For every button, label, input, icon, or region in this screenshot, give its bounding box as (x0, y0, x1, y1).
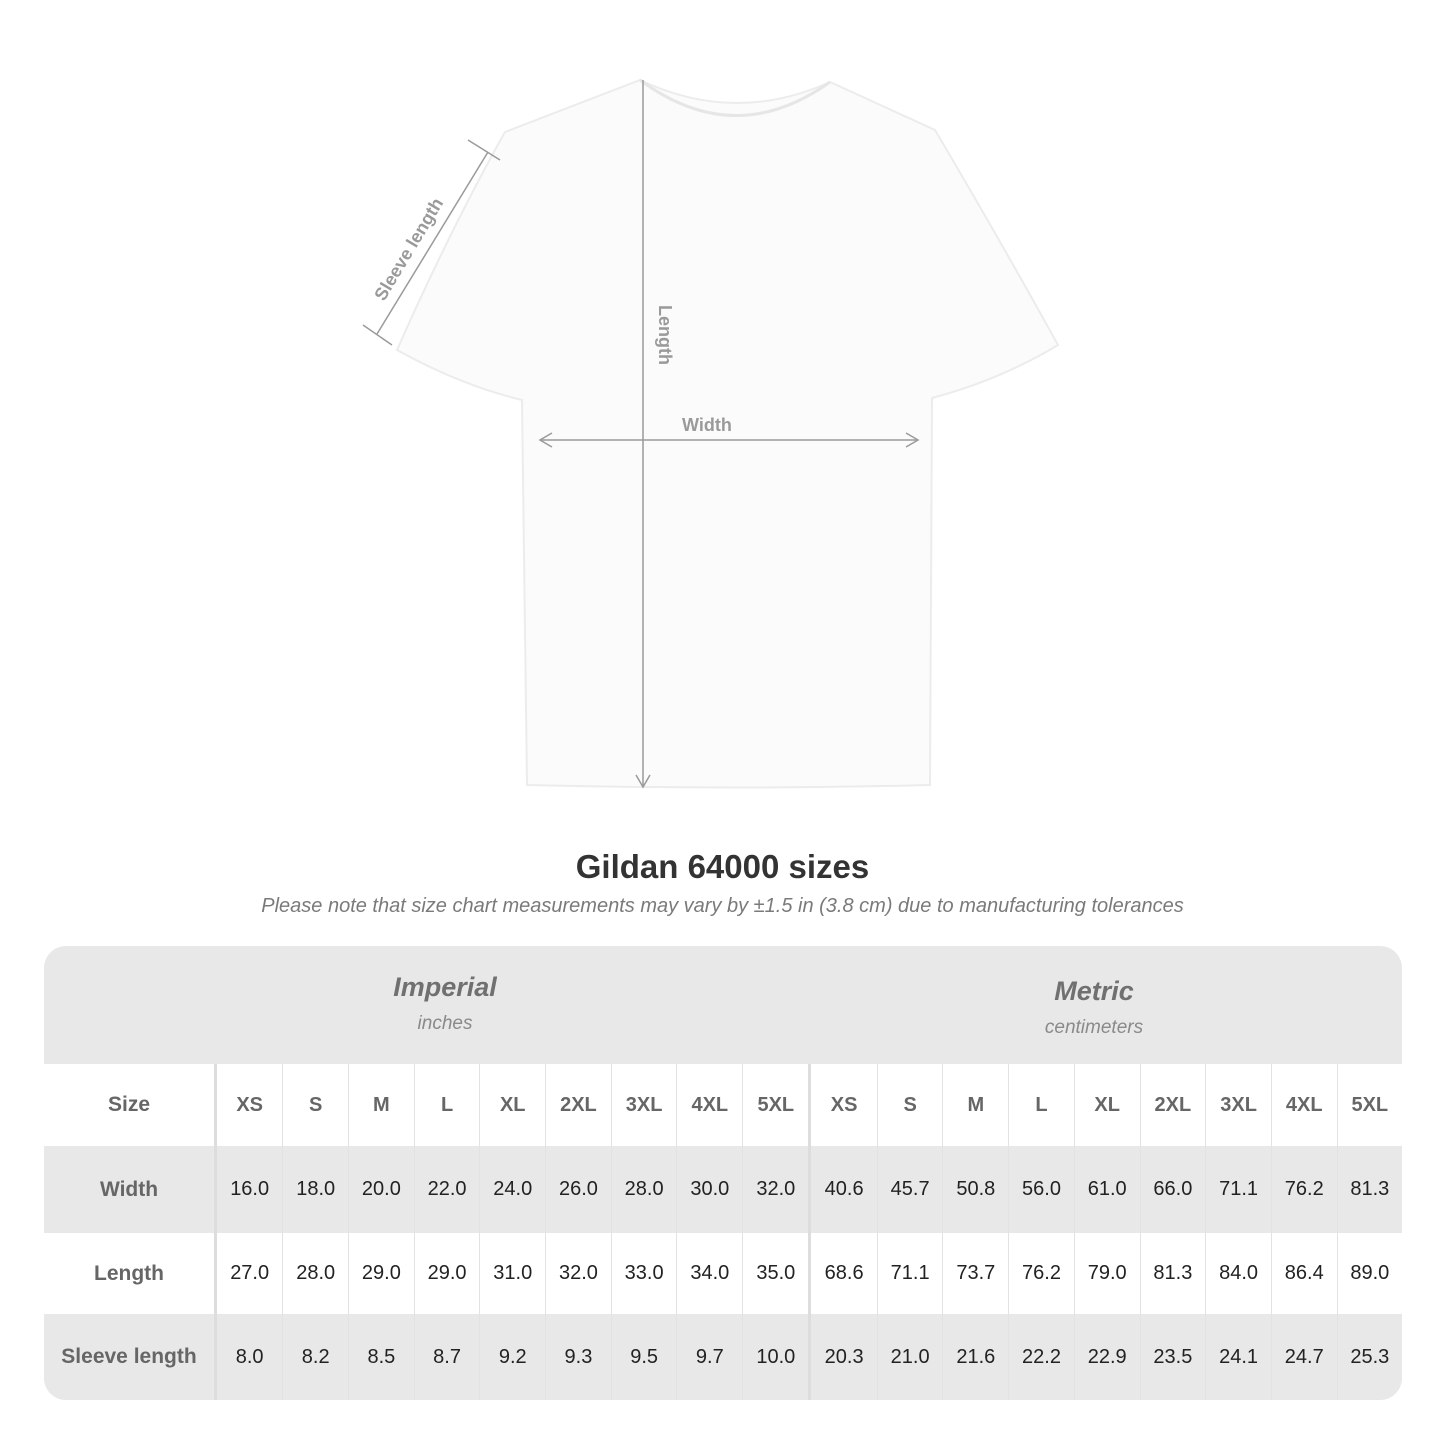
imperial-value-cell: 31.0 (479, 1233, 546, 1314)
tolerance-note: Please note that size chart measurements… (261, 895, 1184, 917)
tshirt-shape (395, 78, 1060, 789)
imperial-size-2xl: 2XL (545, 1064, 612, 1146)
imperial-value-cell: 33.0 (610, 1233, 677, 1314)
imperial-value-cell: 18.0 (282, 1146, 349, 1233)
metric-value-cell: 76.2 (1270, 1146, 1338, 1233)
metric-size-s: S (876, 1064, 943, 1146)
row-label: Sleeve length (44, 1314, 217, 1400)
imperial-unit: inches (417, 1013, 473, 1034)
imperial-value-cell: 9.5 (610, 1314, 677, 1400)
imperial-value-cell: 9.2 (479, 1314, 546, 1400)
metric-value-cell: 25.3 (1336, 1314, 1402, 1400)
imperial-size-xs: XS (214, 1064, 283, 1146)
metric-size-2xl: 2XL (1139, 1064, 1206, 1146)
metric-value-cell: 23.5 (1139, 1314, 1206, 1400)
metric-value-cell: 22.9 (1073, 1314, 1141, 1400)
page-title: Gildan 64000 sizes (575, 848, 870, 885)
imperial-value-cell: 28.0 (282, 1233, 349, 1314)
imperial-value-cell: 30.0 (676, 1146, 743, 1233)
metric-value-cell: 71.1 (1205, 1146, 1272, 1233)
tshirt-collar (639, 78, 831, 117)
imperial-size-m: M (348, 1064, 415, 1146)
imperial-value-cell: 32.0 (742, 1146, 810, 1233)
imperial-value-cell: 8.7 (413, 1314, 480, 1400)
imperial-size-l: L (413, 1064, 480, 1146)
metric-title: Metric (1054, 976, 1134, 1006)
sleeve-length-arrow (362, 139, 501, 346)
metric-value-cell: 56.0 (1008, 1146, 1075, 1233)
metric-value-cell: 61.0 (1073, 1146, 1141, 1233)
metric-size-l: L (1008, 1064, 1075, 1146)
imperial-size-xl: XL (479, 1064, 546, 1146)
metric-value-cell: 50.8 (942, 1146, 1009, 1233)
table-header-row: Size XS S M L XL 2XL 3XL 4XL 5XL XS S M L XL 2XL 3XL 4XL 5… (44, 1064, 1402, 1146)
imperial-size-5xl: 5XL (742, 1064, 810, 1146)
row-label: Length (44, 1233, 217, 1314)
imperial-value-cell: 8.5 (348, 1314, 415, 1400)
metric-value-cell: 22.2 (1008, 1314, 1075, 1400)
metric-unit: centimeters (1044, 1017, 1144, 1038)
imperial-value-cell: 20.0 (348, 1146, 415, 1233)
metric-value-cell: 21.6 (942, 1314, 1009, 1400)
imperial-title: Imperial (393, 972, 497, 1002)
metric-size-4xl: 4XL (1270, 1064, 1338, 1146)
imperial-header: Imperial inches (215, 972, 675, 1035)
imperial-value-cell: 27.0 (214, 1233, 283, 1314)
imperial-value-cell: 22.0 (413, 1146, 480, 1233)
metric-value-cell: 24.7 (1270, 1314, 1338, 1400)
metric-value-cell: 68.6 (808, 1233, 878, 1314)
imperial-value-cell: 9.3 (545, 1314, 612, 1400)
row-label: Width (44, 1146, 217, 1233)
metric-size-5xl: 5XL (1336, 1064, 1402, 1146)
metric-value-cell: 66.0 (1139, 1146, 1206, 1233)
size-header: Size (44, 1064, 217, 1146)
imperial-value-cell: 9.7 (676, 1314, 743, 1400)
metric-value-cell: 84.0 (1205, 1233, 1272, 1314)
metric-value-cell: 81.3 (1139, 1233, 1206, 1314)
metric-value-cell: 20.3 (808, 1314, 878, 1400)
metric-value-cell: 86.4 (1270, 1233, 1338, 1314)
metric-value-cell: 24.1 (1205, 1314, 1272, 1400)
imperial-value-cell: 26.0 (545, 1146, 612, 1233)
metric-value-cell: 79.0 (1073, 1233, 1141, 1314)
table-row: Width 16.0 18.0 20.0 22.0 24.0 26.0 28.0 30.0 32.… (44, 1146, 1402, 1233)
metric-value-cell: 45.7 (876, 1146, 943, 1233)
metric-header: Metric centimeters (808, 976, 1380, 1039)
metric-value-cell: 21.0 (876, 1314, 943, 1400)
size-chart: Imperial inches Metric centimeters Size X… (44, 946, 1402, 1400)
imperial-value-cell: 29.0 (348, 1233, 415, 1314)
metric-size-xs: XS (808, 1064, 878, 1146)
imperial-value-cell: 8.0 (214, 1314, 283, 1400)
imperial-value-cell: 28.0 (610, 1146, 677, 1233)
size-table: Size XS S M L XL 2XL 3XL 4XL 5XL XS S M L XL 2XL 3XL 4XL 5… (44, 1064, 1402, 1400)
tshirt-diagram: Sleeve length Length Width (362, 78, 1060, 789)
imperial-size-s: S (282, 1064, 349, 1146)
metric-value-cell: 40.6 (808, 1146, 878, 1233)
table-row: Length 27.0 28.0 29.0 29.0 31.0 32.0 33.0 34.0 35… (44, 1233, 1402, 1314)
imperial-value-cell: 24.0 (479, 1146, 546, 1233)
imperial-size-4xl: 4XL (676, 1064, 743, 1146)
width-arrow (538, 432, 920, 448)
length-label: Length (655, 305, 675, 365)
metric-size-xl: XL (1073, 1064, 1141, 1146)
metric-value-cell: 81.3 (1336, 1146, 1402, 1233)
width-label: Width (682, 415, 732, 435)
metric-value-cell: 76.2 (1008, 1233, 1075, 1314)
table-row: Sleeve length 8.0 8.2 8.5 8.7 9.2 9.3 9.5 9.7 10.… (44, 1314, 1402, 1400)
imperial-value-cell: 10.0 (742, 1314, 810, 1400)
metric-value-cell: 71.1 (876, 1233, 943, 1314)
length-arrow (635, 80, 651, 789)
metric-size-m: M (942, 1064, 1009, 1146)
imperial-value-cell: 8.2 (282, 1314, 349, 1400)
imperial-value-cell: 29.0 (413, 1233, 480, 1314)
imperial-value-cell: 34.0 (676, 1233, 743, 1314)
imperial-size-3xl: 3XL (610, 1064, 677, 1146)
imperial-value-cell: 16.0 (214, 1146, 283, 1233)
imperial-value-cell: 32.0 (545, 1233, 612, 1314)
metric-value-cell: 73.7 (942, 1233, 1009, 1314)
metric-value-cell: 89.0 (1336, 1233, 1402, 1314)
metric-size-3xl: 3XL (1205, 1064, 1272, 1146)
imperial-value-cell: 35.0 (742, 1233, 810, 1314)
